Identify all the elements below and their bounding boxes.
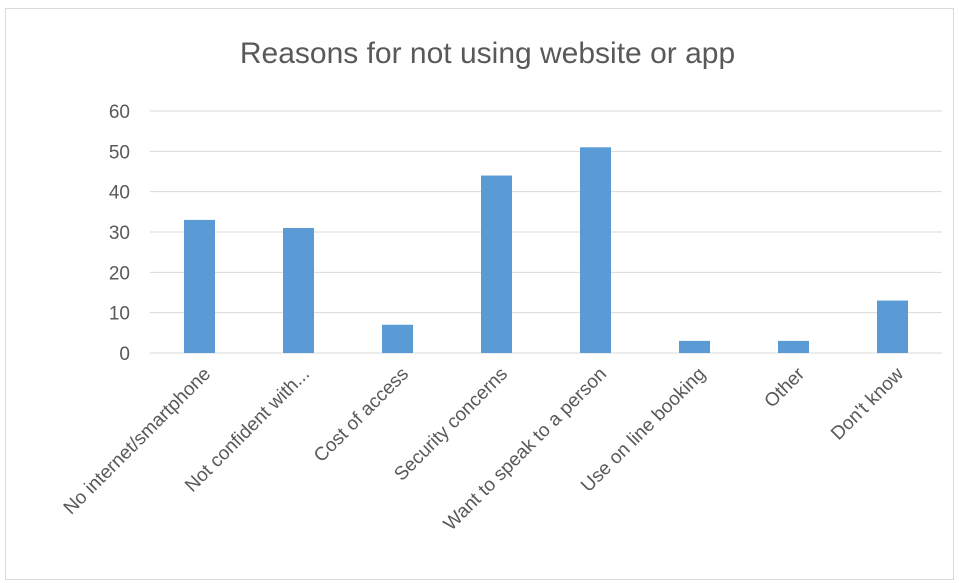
- bars: [184, 147, 908, 353]
- y-tick-label: 50: [109, 142, 130, 163]
- x-category-label: Other: [761, 363, 810, 412]
- y-tick-label: 10: [109, 304, 130, 325]
- bar: [382, 324, 413, 353]
- bar: [184, 219, 215, 353]
- chart-title: Reasons for not using website or app: [239, 37, 736, 70]
- bar: [580, 147, 611, 353]
- bar: [283, 227, 314, 353]
- x-category-label: No internet/smartphone: [60, 364, 215, 519]
- y-tick-label: 30: [109, 223, 130, 244]
- gridlines: [150, 110, 942, 354]
- y-axis-ticks: 0 10 20 30 40 50 60: [109, 102, 130, 365]
- y-tick-label: 20: [109, 263, 130, 284]
- bar: [877, 300, 908, 353]
- bar: [481, 175, 512, 353]
- x-category-label: Don't know: [827, 363, 908, 444]
- y-tick-label: 0: [119, 344, 130, 365]
- bar: [778, 340, 809, 353]
- chart-frame: [5, 8, 954, 580]
- y-tick-label: 60: [109, 102, 130, 123]
- x-category-label: Cost of access: [310, 364, 413, 467]
- bar: [679, 340, 710, 353]
- y-tick-label: 40: [109, 183, 130, 204]
- x-category-label: Want to speak to a person: [440, 364, 611, 535]
